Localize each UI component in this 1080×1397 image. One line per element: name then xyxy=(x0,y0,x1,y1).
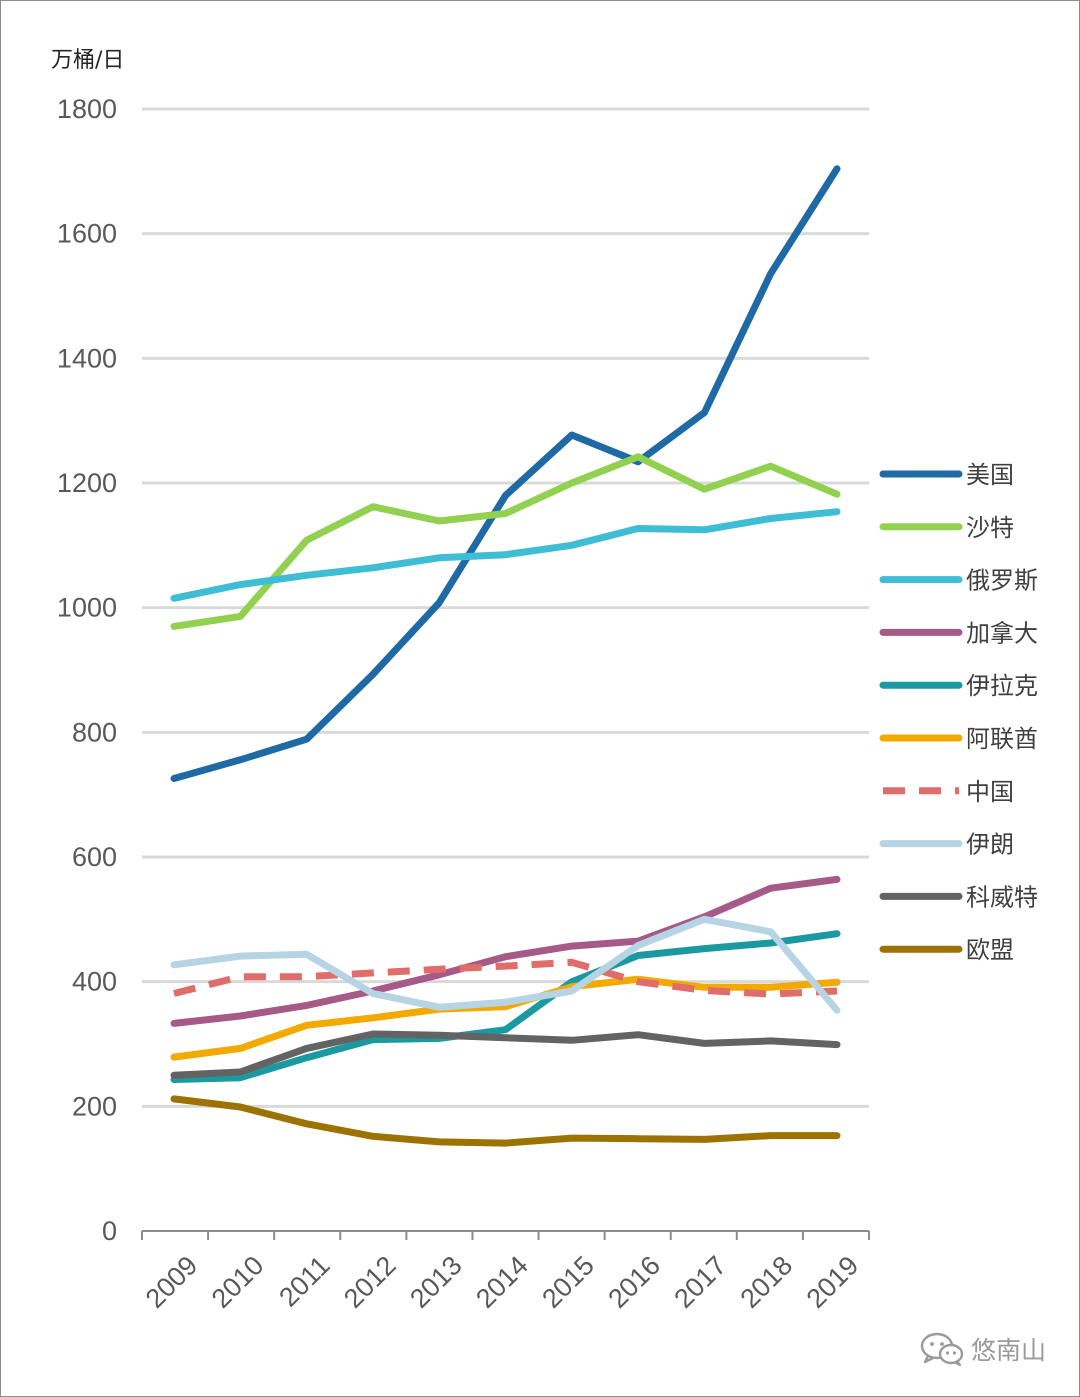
y-tick-label: 600 xyxy=(72,842,117,872)
legend-label: 伊朗 xyxy=(966,831,1014,859)
y-tick-label: 1800 xyxy=(57,94,117,124)
y-axis-label: 万桶/日 xyxy=(51,48,124,73)
y-tick-label: 0 xyxy=(102,1216,117,1246)
series-line xyxy=(170,1030,841,1079)
x-tick-label: 2017 xyxy=(668,1250,732,1314)
y-tick-label: 800 xyxy=(72,717,117,747)
watermark-text: 悠南山 xyxy=(971,1336,1047,1365)
series-line xyxy=(170,915,841,1014)
series-line xyxy=(170,453,841,630)
grid-lines xyxy=(142,107,869,1108)
series-line xyxy=(170,930,841,1083)
legend-label: 美国 xyxy=(966,461,1014,489)
y-tick-label: 1200 xyxy=(57,468,117,498)
x-tick-label: 2013 xyxy=(404,1250,468,1314)
legend-label: 中国 xyxy=(966,778,1014,806)
x-tick-label: 2018 xyxy=(735,1250,799,1314)
series-line xyxy=(170,975,841,1061)
wechat-icon xyxy=(920,1332,964,1367)
legend-label: 沙特 xyxy=(966,514,1014,542)
x-tick-label: 2019 xyxy=(801,1250,865,1314)
legend-label: 俄罗斯 xyxy=(966,567,1038,595)
legend-label: 科威特 xyxy=(966,883,1038,911)
x-tick-label: 2011 xyxy=(273,1250,335,1312)
x-tick-label: 2012 xyxy=(338,1250,402,1314)
y-tick-label: 1600 xyxy=(57,219,117,249)
x-tick-labels: 2009 2010 2011 2012 2013 2014 2015 2016 2017 2018… xyxy=(140,1250,865,1314)
x-tick-label: 2009 xyxy=(140,1250,204,1314)
series-line xyxy=(170,1095,841,1147)
legend-label: 欧盟 xyxy=(966,936,1014,964)
x-tick-label: 2014 xyxy=(470,1250,534,1314)
legend-label: 伊拉克 xyxy=(966,672,1038,700)
x-tick-label: 2016 xyxy=(602,1250,666,1314)
x-tick-label: 2010 xyxy=(206,1250,270,1314)
y-tick-label: 1000 xyxy=(57,593,117,623)
y-tick-labels: 0 200 400 600 800 1000 1200 1400 1600 1800 xyxy=(57,94,117,1246)
x-tick-label: 2015 xyxy=(536,1250,600,1314)
y-tick-label: 200 xyxy=(72,1091,117,1121)
series-line xyxy=(170,875,841,1027)
legend-label: 加拿大 xyxy=(966,619,1038,647)
series-line xyxy=(170,165,841,782)
series-line xyxy=(173,958,838,998)
legend-label: 阿联酋 xyxy=(966,725,1038,753)
y-tick-label: 1400 xyxy=(57,343,117,373)
series-lines xyxy=(170,165,841,1147)
series-line xyxy=(170,508,841,602)
axes xyxy=(141,1230,870,1240)
watermark: 悠南山 xyxy=(919,1331,1046,1367)
y-tick-label: 400 xyxy=(72,967,117,997)
